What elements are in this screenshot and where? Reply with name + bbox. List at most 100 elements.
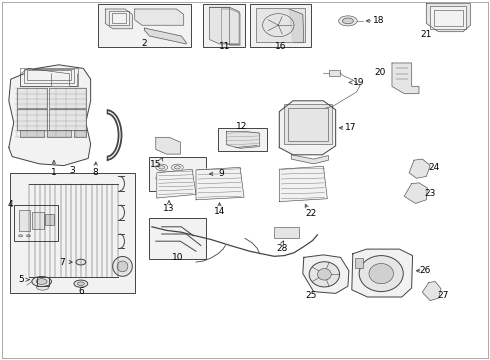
Polygon shape: [210, 7, 239, 44]
Bar: [430, 6, 466, 29]
Ellipse shape: [19, 235, 23, 237]
Text: 26: 26: [419, 266, 431, 275]
Bar: [47, 130, 71, 137]
Bar: [98, 4, 191, 47]
Bar: [17, 109, 47, 130]
Polygon shape: [292, 155, 328, 164]
Ellipse shape: [318, 269, 331, 280]
Text: 25: 25: [305, 292, 317, 300]
Text: 16: 16: [274, 42, 286, 51]
Bar: [20, 130, 44, 137]
Bar: [45, 214, 54, 225]
Text: 5: 5: [18, 275, 24, 284]
Ellipse shape: [174, 177, 180, 180]
Polygon shape: [196, 167, 244, 200]
Bar: [149, 157, 206, 191]
Ellipse shape: [156, 175, 168, 181]
Bar: [434, 10, 463, 26]
Text: 20: 20: [374, 68, 386, 77]
Polygon shape: [105, 9, 132, 29]
Ellipse shape: [76, 259, 86, 265]
Ellipse shape: [359, 256, 403, 292]
Bar: [250, 4, 311, 47]
Polygon shape: [9, 65, 91, 166]
Bar: [10, 173, 135, 293]
Polygon shape: [279, 101, 336, 155]
Text: 1: 1: [51, 168, 57, 177]
Text: 8: 8: [93, 168, 98, 177]
Ellipse shape: [74, 280, 88, 287]
Bar: [74, 130, 86, 137]
Polygon shape: [426, 4, 470, 32]
Text: 28: 28: [276, 244, 288, 253]
Bar: [19, 210, 30, 231]
Ellipse shape: [172, 175, 183, 181]
Polygon shape: [279, 166, 327, 202]
Text: 2: 2: [142, 40, 147, 49]
Polygon shape: [145, 28, 186, 44]
Polygon shape: [392, 63, 419, 94]
Bar: [355, 258, 363, 268]
Bar: [27, 70, 71, 80]
Text: 24: 24: [428, 163, 439, 172]
Bar: [112, 13, 126, 23]
Bar: [17, 88, 47, 108]
Ellipse shape: [369, 264, 393, 284]
Polygon shape: [422, 282, 441, 301]
Text: 10: 10: [172, 253, 183, 262]
Bar: [149, 218, 206, 259]
Text: 21: 21: [420, 30, 432, 39]
Polygon shape: [352, 249, 413, 297]
Text: 7: 7: [59, 258, 65, 266]
Text: 13: 13: [163, 204, 175, 213]
Text: 15: 15: [150, 160, 162, 169]
Ellipse shape: [36, 279, 47, 284]
Text: 18: 18: [373, 17, 385, 26]
Text: 9: 9: [219, 170, 224, 179]
Ellipse shape: [113, 256, 132, 276]
Polygon shape: [303, 255, 349, 293]
Bar: [274, 227, 299, 238]
Ellipse shape: [32, 276, 51, 287]
Bar: [14, 205, 58, 241]
Bar: [218, 128, 267, 151]
Text: 22: 22: [305, 209, 316, 217]
Bar: [49, 109, 86, 130]
Ellipse shape: [26, 235, 30, 237]
Text: 6: 6: [78, 287, 84, 296]
Ellipse shape: [117, 261, 128, 272]
Ellipse shape: [159, 166, 165, 169]
Ellipse shape: [77, 282, 84, 285]
Ellipse shape: [159, 177, 165, 180]
Ellipse shape: [309, 262, 340, 287]
Polygon shape: [404, 183, 427, 203]
Text: 3: 3: [70, 166, 75, 175]
Bar: [20, 68, 78, 86]
Polygon shape: [156, 138, 180, 154]
Ellipse shape: [339, 16, 357, 26]
Polygon shape: [157, 169, 196, 198]
Text: 23: 23: [424, 189, 436, 198]
Polygon shape: [135, 9, 184, 25]
Text: 27: 27: [438, 291, 449, 300]
Polygon shape: [409, 159, 430, 178]
Text: 4: 4: [8, 200, 14, 209]
Bar: [284, 104, 332, 144]
Bar: [109, 11, 129, 25]
Bar: [329, 70, 340, 76]
Bar: [203, 4, 245, 47]
Ellipse shape: [36, 284, 49, 290]
Polygon shape: [226, 131, 260, 148]
Bar: [256, 8, 305, 42]
Text: 12: 12: [236, 122, 247, 131]
Text: 19: 19: [353, 78, 365, 87]
Ellipse shape: [156, 164, 168, 171]
Ellipse shape: [343, 18, 353, 24]
Text: 17: 17: [345, 123, 357, 132]
Ellipse shape: [172, 164, 183, 171]
Bar: [288, 108, 328, 141]
Ellipse shape: [174, 166, 180, 169]
Text: 14: 14: [214, 207, 225, 216]
Bar: [49, 88, 86, 108]
Polygon shape: [289, 9, 304, 42]
